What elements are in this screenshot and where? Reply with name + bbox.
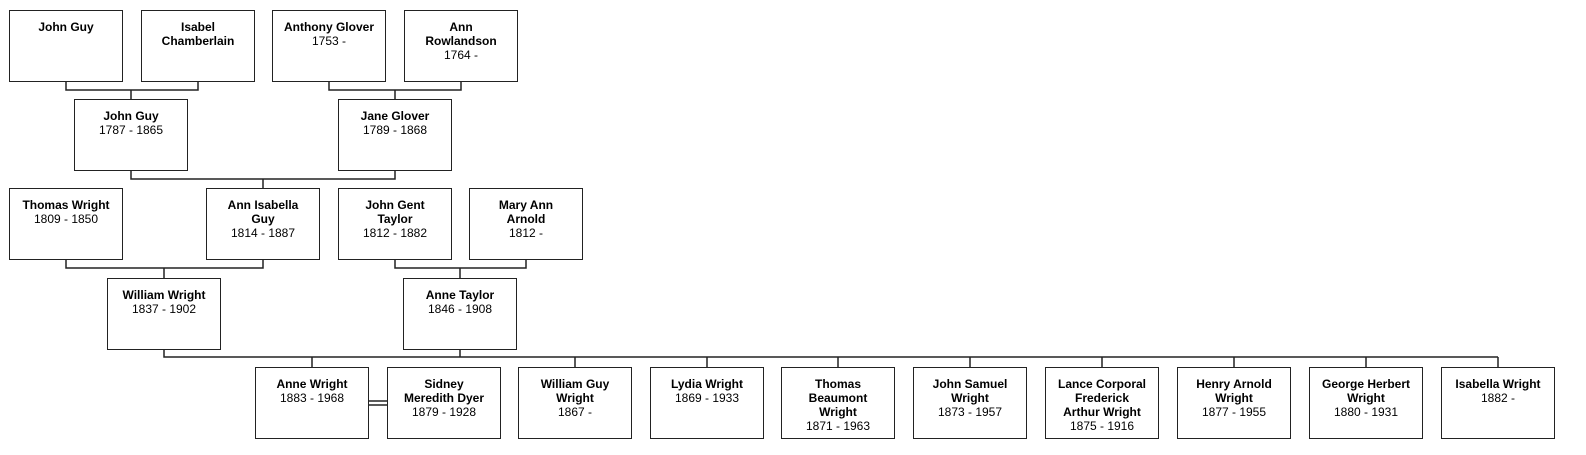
- person-dates: 1875 - 1916: [1069, 419, 1135, 433]
- person-dates: 1787 - 1865: [98, 123, 164, 137]
- person-dates: 1869 - 1933: [674, 391, 740, 405]
- person-box[interactable]: Lance Corporal Frederick Arthur Wright 18…: [1045, 367, 1159, 439]
- person-name: Jane Glover: [360, 109, 430, 123]
- person-dates: 1879 - 1928: [411, 405, 477, 419]
- person-name: Mary Ann Arnold: [498, 198, 554, 226]
- person-box[interactable]: William Wright 1837 - 1902: [107, 278, 221, 350]
- person-box[interactable]: Henry Arnold Wright 1877 - 1955: [1177, 367, 1291, 439]
- person-box[interactable]: Isabel Chamberlain: [141, 10, 255, 82]
- person-box[interactable]: John Gent Taylor 1812 - 1882: [338, 188, 452, 260]
- person-dates: 1880 - 1931: [1333, 405, 1399, 419]
- person-name: Sidney Meredith Dyer: [403, 377, 485, 405]
- person-dates: 1812 -: [508, 226, 544, 240]
- person-dates: 1846 - 1908: [427, 302, 493, 316]
- person-box[interactable]: Ann Rowlandson 1764 -: [404, 10, 518, 82]
- person-dates: 1882 -: [1480, 391, 1516, 405]
- person-name: Thomas Wright: [22, 198, 110, 212]
- person-box[interactable]: William Guy Wright 1867 -: [518, 367, 632, 439]
- person-dates: 1764 -: [443, 48, 479, 62]
- person-dates: 1812 - 1882: [362, 226, 428, 240]
- person-name: William Wright: [122, 288, 206, 302]
- person-name: John Guy: [38, 20, 94, 34]
- person-name: John Gent Taylor: [365, 198, 425, 226]
- connector: [163, 350, 1498, 358]
- person-dates: 1809 - 1850: [33, 212, 99, 226]
- person-dates: 1873 - 1957: [937, 405, 1003, 419]
- person-box[interactable]: Anne Taylor 1846 - 1908: [403, 278, 517, 350]
- person-name: William Guy Wright: [540, 377, 610, 405]
- person-box[interactable]: Thomas Wright 1809 - 1850: [9, 188, 123, 260]
- person-name: Thomas Beaumont Wright: [808, 377, 868, 419]
- person-box[interactable]: Anne Wright 1883 - 1968: [255, 367, 369, 439]
- person-box[interactable]: Ann Isabella Guy 1814 - 1887: [206, 188, 320, 260]
- person-dates: 1867 -: [557, 405, 593, 419]
- person-dates: 1883 - 1968: [279, 391, 345, 405]
- person-name: Henry Arnold Wright: [1196, 377, 1272, 405]
- person-box[interactable]: Anthony Glover 1753 -: [272, 10, 386, 82]
- person-name: Ann Rowlandson: [425, 20, 497, 48]
- connector: [130, 171, 396, 188]
- marriage-line: [369, 400, 387, 406]
- person-name: Ann Isabella Guy: [227, 198, 299, 226]
- connector: [311, 357, 1499, 367]
- connector: [65, 82, 199, 99]
- connector: [65, 260, 264, 278]
- person-box[interactable]: John Guy: [9, 10, 123, 82]
- person-dates: 1753 -: [311, 34, 347, 48]
- person-box[interactable]: Jane Glover 1789 - 1868: [338, 99, 452, 171]
- person-box[interactable]: Sidney Meredith Dyer 1879 - 1928: [387, 367, 501, 439]
- person-name: Anthony Glover: [283, 20, 374, 34]
- connector: [328, 82, 462, 99]
- person-box[interactable]: Isabella Wright 1882 -: [1441, 367, 1555, 439]
- person-name: Isabella Wright: [1455, 377, 1541, 391]
- person-dates: 1877 - 1955: [1201, 405, 1267, 419]
- person-box[interactable]: John Samuel Wright 1873 - 1957: [913, 367, 1027, 439]
- person-name: John Samuel Wright: [932, 377, 1008, 405]
- person-name: George Herbert Wright: [1321, 377, 1411, 405]
- person-dates: 1871 - 1963: [805, 419, 871, 433]
- person-name: Lance Corporal Frederick Arthur Wright: [1057, 377, 1147, 419]
- person-dates: 1814 - 1887: [230, 226, 296, 240]
- person-name: John Guy: [103, 109, 159, 123]
- person-box[interactable]: Lydia Wright 1869 - 1933: [650, 367, 764, 439]
- person-name: Isabel Chamberlain: [161, 20, 235, 48]
- person-dates: 1837 - 1902: [131, 302, 197, 316]
- person-dates: 1789 - 1868: [362, 123, 428, 137]
- person-box[interactable]: John Guy 1787 - 1865: [74, 99, 188, 171]
- person-box[interactable]: Thomas Beaumont Wright 1871 - 1963: [781, 367, 895, 439]
- person-name: Anne Wright: [276, 377, 348, 391]
- connector: [394, 260, 527, 278]
- person-box[interactable]: George Herbert Wright 1880 - 1931: [1309, 367, 1423, 439]
- person-name: Anne Taylor: [425, 288, 495, 302]
- person-name: Lydia Wright: [671, 377, 743, 391]
- person-box[interactable]: Mary Ann Arnold 1812 -: [469, 188, 583, 260]
